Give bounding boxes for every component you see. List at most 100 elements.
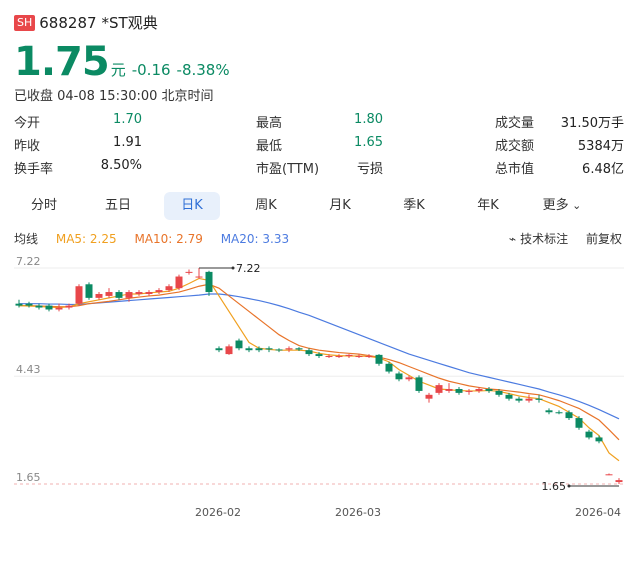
candle-body	[545, 410, 553, 413]
stat-value: 5384万	[577, 139, 624, 154]
candle-body	[515, 398, 523, 401]
price-unit: 元	[110, 61, 126, 79]
y-tick-label: 4.43	[16, 363, 41, 376]
tab-label: 周K	[255, 198, 277, 213]
candle-body	[355, 356, 363, 358]
candle-body	[205, 271, 213, 293]
stat-label: 最高	[256, 116, 283, 131]
stat-label: 昨收	[14, 139, 41, 154]
candle-body	[25, 303, 33, 306]
candle-body	[615, 480, 623, 483]
current-price: 1.75	[14, 39, 110, 85]
stat-value: 1.80	[354, 112, 383, 127]
low-marker-dot	[567, 484, 571, 488]
ma5-line	[18, 277, 620, 462]
candle-body	[195, 276, 203, 278]
candle-body	[565, 412, 573, 419]
candle-body	[15, 303, 23, 306]
candle-body	[455, 388, 463, 393]
stock-name: *ST观典	[101, 14, 158, 32]
stat-value: 1.91	[113, 135, 142, 150]
tab-1[interactable]: 五日	[90, 192, 146, 220]
tab-5[interactable]: 季K	[386, 192, 442, 220]
stat-label: 成交额	[495, 139, 535, 154]
candle-body	[165, 286, 173, 291]
candle-body	[415, 377, 423, 391]
high-label: 7.22	[236, 262, 261, 275]
stat-value: 31.50万手	[560, 116, 624, 131]
candle-body	[265, 348, 273, 350]
candle-body	[485, 388, 493, 391]
chart-tools: ⌁ 技术标注 前复权	[495, 230, 622, 247]
x-tick-label: 2026-04	[575, 506, 621, 519]
candle-body	[325, 356, 333, 358]
candle-body	[45, 305, 53, 310]
candle-body	[35, 305, 43, 308]
tab-3[interactable]: 周K	[238, 192, 294, 220]
tab-6[interactable]: 年K	[460, 192, 516, 220]
kline-chart[interactable]: 7.22 4.43 1.65 7.22 1.65 2026-02 2026-03 2026-0…	[0, 250, 638, 530]
y-tick-label: 1.65	[16, 471, 41, 484]
tab-4[interactable]: 月K	[312, 192, 368, 220]
candle-body	[385, 363, 393, 372]
tech-annotation-label: 技术标注	[520, 232, 569, 246]
candle-body	[125, 292, 133, 298]
ma-legend: 均线 MA5: 2.25 MA10: 2.79 MA20: 3.33	[14, 230, 303, 247]
tab-0[interactable]: 分时	[16, 192, 72, 220]
candle-body	[405, 377, 413, 380]
ma20-label: MA20: 3.33	[220, 232, 290, 246]
stat-value: 1.70	[113, 112, 142, 127]
candle-body	[85, 284, 93, 298]
candle-body	[505, 394, 513, 399]
candle-body	[335, 356, 343, 358]
x-tick-label: 2026-02	[195, 506, 241, 519]
market-status: 已收盘 04-08 15:30:00 北京时间	[14, 89, 214, 104]
candle-body	[375, 354, 383, 364]
candle-body	[465, 390, 473, 392]
candle-body	[105, 292, 113, 296]
candle-body	[365, 356, 373, 358]
candle-body	[535, 398, 543, 400]
candle-body	[95, 293, 103, 298]
adjust-button[interactable]: 前复权	[585, 232, 622, 246]
high-marker-dot	[231, 266, 235, 270]
candle-body	[525, 398, 533, 401]
stat-value: 8.50%	[100, 158, 142, 173]
ma-title: 均线	[14, 232, 39, 246]
price-change: -0.16	[131, 61, 171, 79]
tab-label: 年K	[477, 198, 499, 213]
candle-body	[595, 437, 603, 442]
exchange-badge: SH	[14, 14, 36, 31]
tab-label: 更多	[542, 198, 569, 213]
stat-value: 6.48亿	[582, 162, 624, 177]
stats-grid: 今开 1.70 最高 1.80 成交量 31.50万手 昨收 1.91 最低 1.65 成交额 538…	[14, 112, 624, 181]
candle-body	[475, 388, 483, 391]
stat-value: 亏损	[356, 162, 383, 177]
tab-label: 五日	[104, 198, 131, 213]
candle-body	[585, 431, 593, 438]
candle-body	[75, 286, 83, 304]
candle-body	[285, 348, 293, 350]
period-tabs: 分时 五日 日K 周K 月K 季K 年K 更多 ⌄	[12, 190, 626, 222]
stats-row: 换手率 8.50% 市盈(TTM) 亏损 总市值 6.48亿	[14, 158, 624, 181]
ma10-line	[19, 283, 620, 441]
candle-body	[435, 385, 443, 393]
candle-body	[65, 305, 73, 308]
candle-body	[305, 350, 313, 355]
x-tick-label: 2026-03	[335, 506, 381, 519]
candle-body	[255, 348, 263, 351]
tab-label: 月K	[329, 198, 351, 213]
y-tick-label: 7.22	[16, 255, 41, 268]
stat-label: 市盈(TTM)	[256, 162, 320, 177]
tab-7[interactable]: 更多 ⌄	[534, 192, 590, 220]
stats-row: 昨收 1.91 最低 1.65 成交额 5384万	[14, 135, 624, 158]
ma5-label: MA5: 2.25	[55, 232, 117, 246]
stat-label: 换手率	[14, 162, 54, 177]
tech-annotation-button[interactable]: ⌁ 技术标注	[509, 232, 568, 246]
candle-body	[245, 348, 253, 351]
tab-2[interactable]: 日K	[164, 192, 220, 220]
price-row: 1.75 元 -0.16 -8.38%	[14, 40, 236, 84]
ma10-label: MA10: 2.79	[134, 232, 203, 246]
stat-value: 1.65	[354, 135, 383, 150]
stock-code: 688287	[39, 13, 97, 32]
